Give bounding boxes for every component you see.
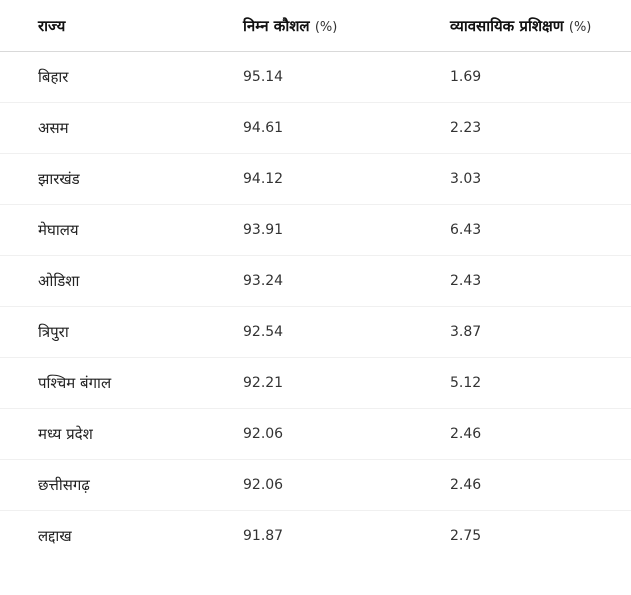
cell-vocational: 2.46 xyxy=(450,408,631,460)
header-state: राज्य xyxy=(0,0,243,52)
cell-state: पश्चिम बंगाल xyxy=(0,357,243,409)
cell-low-skill: 95.14 xyxy=(243,51,450,103)
cell-vocational: 2.75 xyxy=(450,528,482,544)
table-row: पश्चिम बंगाल 92.21 5.12 xyxy=(0,357,631,409)
table-row: ओडिशा 93.24 2.43 xyxy=(0,255,631,307)
cell-state: ओडिशा xyxy=(0,255,243,307)
cell-low-skill: 92.21 xyxy=(243,357,450,409)
cell-vocational: 2.43 xyxy=(450,255,631,307)
table-row: छत्तीसगढ़ 92.06 2.46 xyxy=(0,459,631,511)
cell-vocational: 6.43 xyxy=(450,204,631,256)
table-row: लद्दाख 91.87 2.75 xyxy=(0,511,631,562)
skills-table: राज्य निम्न कौशल (%) व्यावसायिक प्रशिक्ष… xyxy=(0,0,631,562)
cell-low-skill: 93.24 xyxy=(243,255,450,307)
cell-state: मेघालय xyxy=(0,204,243,256)
cell-state: छत्तीसगढ़ xyxy=(0,459,243,511)
cell-state: मध्य प्रदेश xyxy=(0,408,243,460)
cell-state: झारखंड xyxy=(0,153,243,205)
header-low-skill: निम्न कौशल (%) xyxy=(243,0,450,52)
cell-vocational: 3.03 xyxy=(450,153,631,205)
table-row: मेघालय 93.91 6.43 xyxy=(0,204,631,256)
header-vocational-unit: (%) xyxy=(568,19,592,35)
table-row: बिहार 95.14 1.69 xyxy=(0,51,631,103)
cell-low-skill: 92.06 xyxy=(243,408,450,460)
cell-vocational: 3.87 xyxy=(450,306,631,358)
table-body: बिहार 95.14 1.69 असम 94.61 2.23 झारखंड 9… xyxy=(0,51,631,562)
cell-low-skill: 92.54 xyxy=(243,306,450,358)
cell-vocational: 2.23 xyxy=(450,102,631,154)
header-row: राज्य निम्न कौशल (%) व्यावसायिक प्रशिक्ष… xyxy=(0,0,631,52)
cell-low-skill: 91.87 xyxy=(243,528,284,544)
header-low-skill-unit: (%) xyxy=(314,19,338,35)
cell-low-skill: 93.91 xyxy=(243,204,450,256)
cell-state: लद्दाख xyxy=(38,527,72,545)
header-state-label: राज्य xyxy=(38,16,66,35)
cell-vocational: 2.46 xyxy=(450,459,631,511)
table-header: राज्य निम्न कौशल (%) व्यावसायिक प्रशिक्ष… xyxy=(0,0,631,52)
cell-low-skill: 94.61 xyxy=(243,102,450,154)
data-table-container: राज्य निम्न कौशल (%) व्यावसायिक प्रशिक्ष… xyxy=(0,0,631,562)
cell-state: त्रिपुरा xyxy=(0,306,243,358)
cell-low-skill: 92.06 xyxy=(243,459,450,511)
cell-state: बिहार xyxy=(0,51,243,103)
table-row: झारखंड 94.12 3.03 xyxy=(0,153,631,205)
cell-vocational: 1.69 xyxy=(450,51,631,103)
table-row: मध्य प्रदेश 92.06 2.46 xyxy=(0,408,631,460)
header-vocational: व्यावसायिक प्रशिक्षण (%) xyxy=(450,0,631,52)
cell-vocational: 5.12 xyxy=(450,357,631,409)
header-low-skill-label: निम्न कौशल xyxy=(243,16,310,35)
table-row: असम 94.61 2.23 xyxy=(0,102,631,154)
table-row: त्रिपुरा 92.54 3.87 xyxy=(0,306,631,358)
cell-low-skill: 94.12 xyxy=(243,153,450,205)
header-vocational-label: व्यावसायिक प्रशिक्षण xyxy=(450,16,564,35)
cell-state: असम xyxy=(0,102,243,154)
